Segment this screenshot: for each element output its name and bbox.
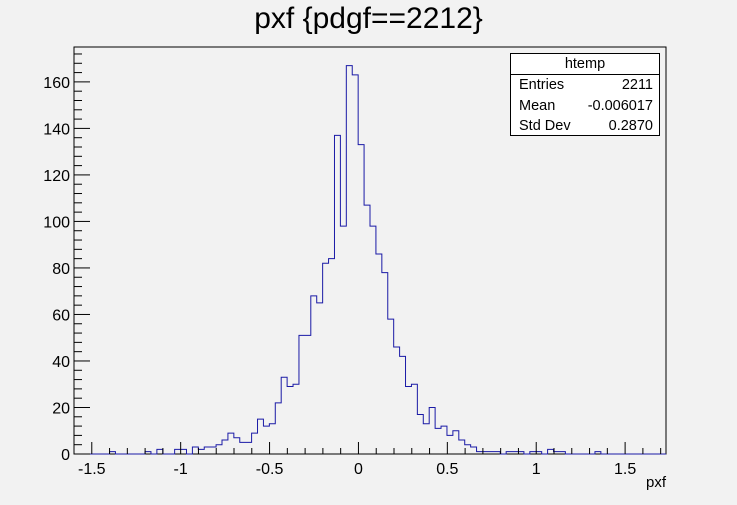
- y-tick-label: 60: [52, 307, 70, 324]
- y-tick-label: 160: [43, 75, 70, 92]
- x-tick-label: 0.5: [436, 461, 458, 478]
- stats-row-entries: Entries 2211: [511, 75, 659, 96]
- y-tick-label: 140: [43, 121, 70, 138]
- stats-row-stddev: Std Dev 0.2870: [511, 116, 659, 137]
- plot-frame: [73, 46, 667, 455]
- y-tick-label: 0: [61, 447, 70, 464]
- stats-value: -0.006017: [587, 97, 653, 114]
- x-tick-label: 0: [354, 461, 363, 478]
- y-tick-label: 80: [52, 261, 70, 278]
- stats-box-title: htemp: [511, 54, 659, 75]
- stats-value: 0.2870: [608, 118, 653, 134]
- x-tick-label: -1.5: [78, 461, 106, 478]
- y-tick-label: 100: [43, 214, 70, 231]
- x-tick-label: -1: [174, 461, 188, 478]
- histogram-line: [74, 65, 666, 455]
- stats-row-mean: Mean -0.006017: [511, 96, 659, 117]
- y-tick-label: 40: [52, 354, 70, 371]
- y-tick-label: 20: [52, 400, 70, 417]
- stats-label: Std Dev: [519, 118, 571, 134]
- x-tick-label: 1: [532, 461, 541, 478]
- x-axis-label: pxf: [646, 474, 667, 491]
- x-tick-label: -0.5: [256, 461, 284, 478]
- y-tick-label: 120: [43, 168, 70, 185]
- x-tick-label: 1.5: [614, 461, 636, 478]
- stats-value: 2211: [621, 77, 653, 93]
- chart-title: pxf {pdgf==2212}: [254, 2, 483, 35]
- stats-label: Entries: [519, 77, 565, 93]
- stats-label: Mean: [519, 97, 556, 114]
- stats-box: htemp Entries 2211 Mean -0.006017 Std De…: [510, 53, 660, 136]
